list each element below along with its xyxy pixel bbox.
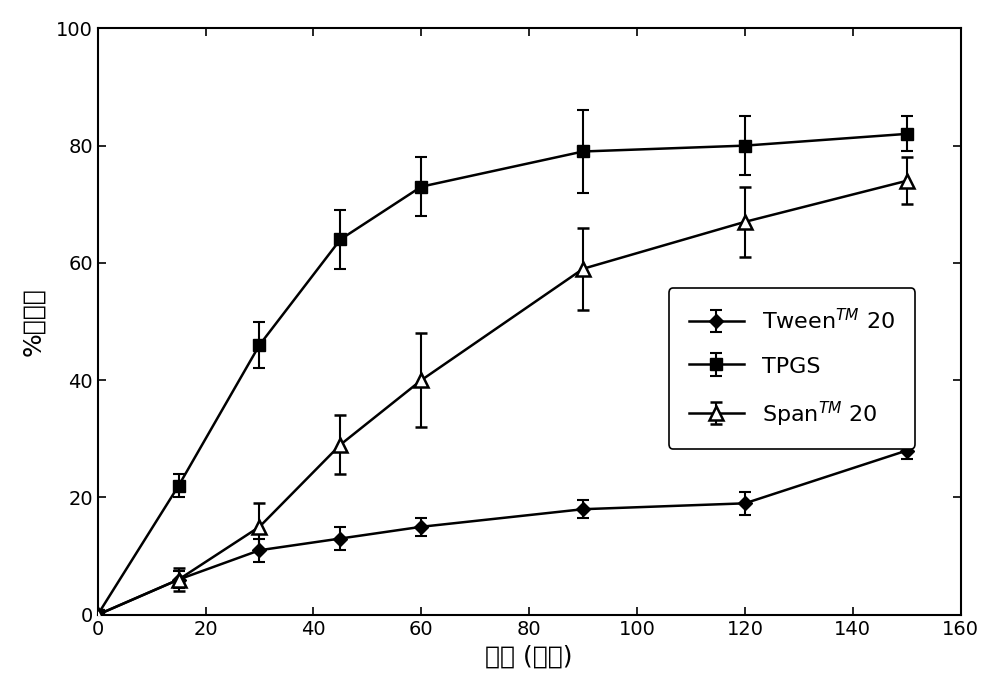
X-axis label: 时间 (分钟): 时间 (分钟) [485,644,573,668]
Y-axis label: %释放的: %释放的 [21,287,45,356]
Legend: Tween$^{TM}$ 20, TPGS, Span$^{TM}$ 20: Tween$^{TM}$ 20, TPGS, Span$^{TM}$ 20 [669,288,915,449]
